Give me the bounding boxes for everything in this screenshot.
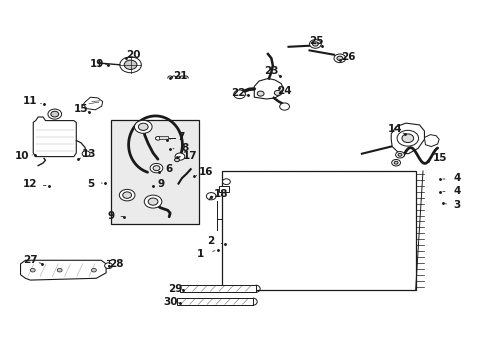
Bar (180, 285, 255, 292)
Text: 14: 14 (387, 124, 402, 134)
Circle shape (206, 193, 216, 200)
Circle shape (124, 60, 137, 69)
Text: 28: 28 (109, 258, 123, 269)
Polygon shape (83, 97, 102, 110)
Circle shape (336, 56, 342, 60)
Text: 9: 9 (108, 211, 115, 221)
Polygon shape (390, 123, 424, 154)
Circle shape (51, 111, 59, 117)
Circle shape (119, 189, 135, 201)
Text: 12: 12 (23, 179, 38, 189)
Text: 15: 15 (73, 104, 88, 114)
Circle shape (134, 120, 152, 133)
Text: 27: 27 (23, 255, 38, 265)
Circle shape (175, 153, 184, 160)
Bar (218, 186, 229, 192)
Circle shape (395, 152, 404, 158)
Circle shape (150, 163, 163, 173)
Text: 9: 9 (158, 179, 164, 189)
Bar (111, 120, 198, 224)
Polygon shape (33, 117, 76, 157)
Circle shape (393, 161, 397, 164)
Polygon shape (20, 260, 106, 280)
Circle shape (30, 269, 35, 272)
Text: 20: 20 (125, 50, 140, 60)
Circle shape (57, 269, 62, 272)
Circle shape (144, 195, 162, 208)
Text: 10: 10 (15, 150, 29, 161)
Circle shape (279, 103, 289, 110)
Circle shape (233, 90, 245, 99)
Text: 17: 17 (182, 150, 197, 161)
Circle shape (155, 136, 160, 140)
Bar (222, 171, 415, 290)
Text: 30: 30 (163, 297, 177, 307)
Polygon shape (254, 78, 283, 99)
Circle shape (48, 109, 61, 119)
Text: 22: 22 (231, 88, 245, 98)
Circle shape (120, 57, 141, 73)
Text: 26: 26 (340, 52, 355, 62)
Text: 4: 4 (452, 186, 460, 196)
Text: 13: 13 (81, 149, 96, 159)
Circle shape (312, 42, 318, 46)
Circle shape (153, 166, 160, 171)
Text: 7: 7 (177, 132, 184, 142)
Polygon shape (424, 135, 438, 147)
Text: 19: 19 (89, 59, 104, 69)
Text: 18: 18 (213, 189, 228, 199)
Circle shape (222, 179, 230, 185)
Circle shape (138, 123, 148, 130)
Text: 1: 1 (197, 249, 203, 259)
Text: 24: 24 (277, 86, 291, 96)
Text: 25: 25 (309, 36, 324, 46)
Circle shape (397, 153, 401, 156)
Text: 11: 11 (23, 96, 38, 106)
Text: 23: 23 (264, 66, 278, 76)
Circle shape (122, 192, 131, 198)
Text: 3: 3 (453, 200, 460, 210)
Circle shape (104, 263, 112, 269)
Text: 8: 8 (181, 143, 188, 153)
Circle shape (396, 130, 418, 146)
Bar (177, 298, 252, 305)
Circle shape (333, 54, 345, 63)
Text: 6: 6 (165, 164, 172, 174)
Circle shape (174, 158, 179, 162)
Circle shape (257, 91, 264, 96)
Text: 5: 5 (87, 179, 94, 189)
Circle shape (148, 198, 158, 205)
Circle shape (82, 151, 90, 157)
Text: 4: 4 (452, 173, 460, 183)
Text: 21: 21 (172, 71, 187, 81)
Text: 15: 15 (432, 153, 447, 163)
Circle shape (391, 159, 400, 166)
Text: 16: 16 (199, 167, 213, 177)
Bar (159, 136, 168, 139)
Circle shape (401, 134, 413, 143)
Text: 2: 2 (206, 236, 213, 246)
Circle shape (309, 40, 321, 48)
Text: 29: 29 (167, 284, 182, 294)
Circle shape (274, 90, 281, 95)
Circle shape (91, 269, 96, 272)
